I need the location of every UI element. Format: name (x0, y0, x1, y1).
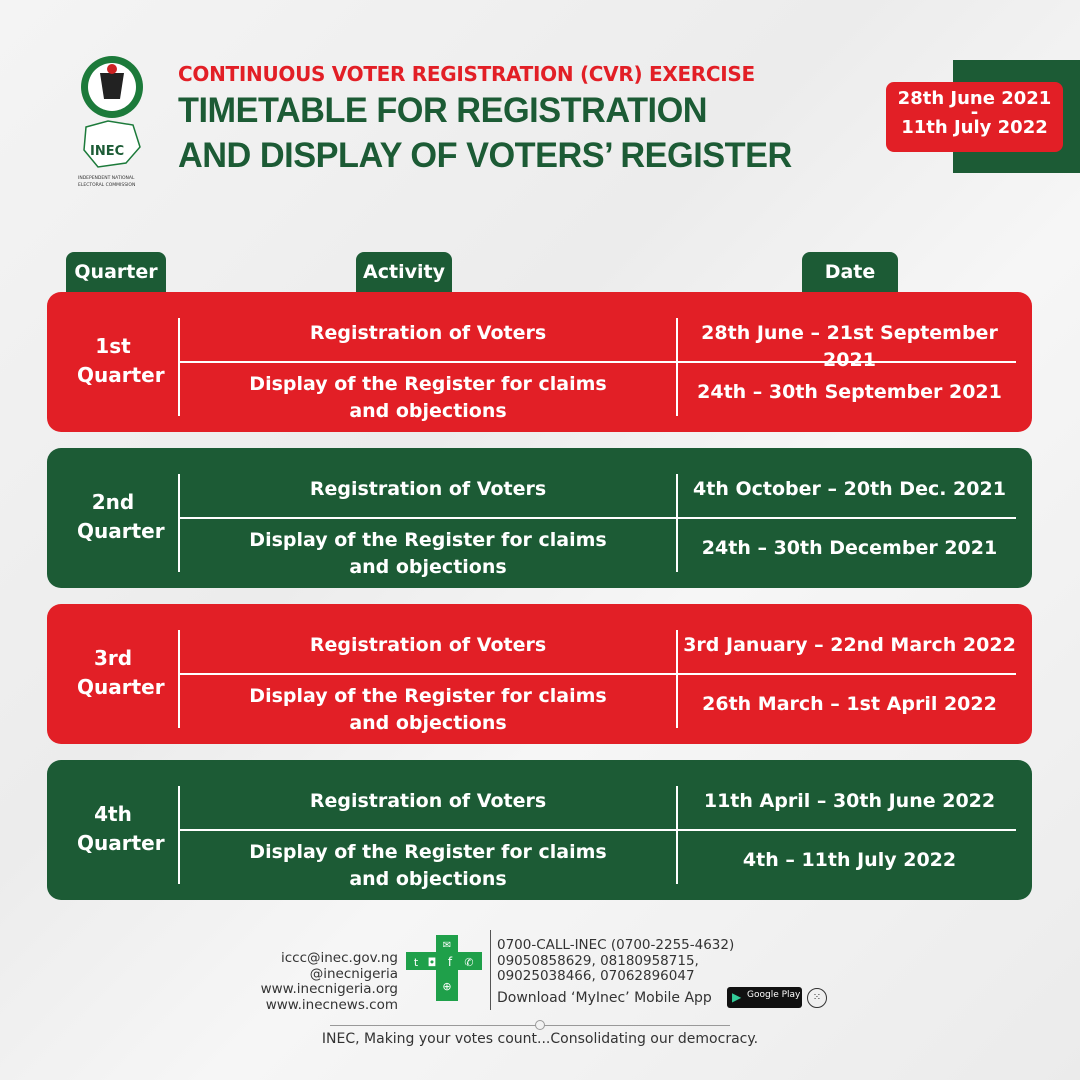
quarter-label: 2nd Quarter (77, 490, 165, 543)
date-cell: 11th April – 30th June 2022 (703, 790, 996, 812)
blackberry-icon[interactable]: ⁙ (807, 988, 827, 1008)
date-cell: 4th – 11th July 2022 (742, 849, 957, 871)
activity-cell: Display of the Register for claims and o… (249, 529, 607, 578)
column-header-date: Date (802, 252, 898, 292)
divider (179, 517, 1016, 519)
svg-text:◘: ◘ (428, 956, 437, 969)
svg-text:✉: ✉ (443, 940, 451, 951)
contact-cross-icon: ✉ t ◘ f ✆ ⊕ (406, 935, 482, 1005)
quarter-block: 4th Quarter Registration of Voters Displ… (47, 760, 1032, 900)
activity-cell: Registration of Voters (309, 478, 547, 500)
svg-text:⊕: ⊕ (442, 980, 451, 993)
download-app-text: Download ‘MyInec’ Mobile App (497, 990, 712, 1006)
inec-logo: INEC INDEPENDENT NATIONAL ELECTORAL COMM… (78, 55, 148, 205)
svg-text:INDEPENDENT NATIONAL: INDEPENDENT NATIONAL (78, 175, 135, 181)
date-cell: 24th – 30th September 2021 (697, 381, 1002, 403)
divider (178, 318, 180, 416)
title-line-1: TIMETABLE FOR REGISTRATION (178, 91, 708, 130)
period-start: 28th June 2021 (897, 88, 1052, 109)
contact-left: iccc@inec.gov.ng @inecnigeria www.inecni… (260, 950, 398, 1013)
svg-text:INEC: INEC (90, 144, 124, 159)
divider (676, 786, 678, 884)
news-website-link[interactable]: www.inecnews.com (265, 996, 398, 1013)
social-handle: @inecnigeria (309, 965, 398, 982)
divider (179, 829, 1016, 831)
column-header-activity: Activity (356, 252, 452, 292)
date-cell: 26th March – 1st April 2022 (702, 693, 997, 715)
date-cell: 3rd January – 22nd March 2022 (683, 634, 1016, 656)
website-link[interactable]: www.inecnigeria.org (260, 981, 398, 997)
email[interactable]: iccc@inec.gov.ng (280, 950, 398, 966)
phone-main: 0700-CALL-INEC (0700-2255-4632) (497, 937, 735, 953)
column-header-quarter: Quarter (66, 252, 166, 292)
activity-cell: Registration of Voters (309, 790, 547, 812)
divider (490, 930, 491, 1010)
svg-text:✆: ✆ (464, 956, 473, 969)
period-end: 11th July 2022 (901, 117, 1048, 138)
subtitle: CONTINUOUS VOTER REGISTRATION (CVR) EXER… (178, 62, 755, 86)
divider (179, 673, 1016, 675)
contact-right: 0700-CALL-INEC (0700-2255-4632) 09050858… (497, 937, 735, 985)
divider (676, 318, 678, 416)
phones-2: 09025038466, 07062896047 (497, 968, 695, 984)
phones-1: 09050858629, 08180958715, (497, 952, 699, 969)
activity-cell: Display of the Register for claims and o… (249, 841, 607, 890)
divider (178, 474, 180, 572)
google-play-button[interactable]: ▶ Google Play (727, 987, 802, 1008)
svg-text:t: t (414, 956, 419, 969)
activity-cell: Display of the Register for claims and o… (249, 373, 607, 422)
quarter-block: 3rd Quarter Registration of Voters Displ… (47, 604, 1032, 744)
activity-cell: Display of the Register for claims and o… (249, 685, 607, 734)
divider (178, 630, 180, 728)
svg-text:f: f (448, 955, 453, 969)
quarter-label: 4th Quarter (77, 802, 165, 855)
page-title: TIMETABLE FOR REGISTRATION AND DISPLAY O… (178, 88, 792, 178)
date-cell: 24th – 30th December 2021 (701, 537, 998, 559)
title-line-2: AND DISPLAY OF VOTERS’ REGISTER (178, 136, 792, 175)
activity-cell: Registration of Voters (309, 322, 547, 344)
quarter-block: 2nd Quarter Registration of Voters Displ… (47, 448, 1032, 588)
divider (178, 786, 180, 884)
period-badge: 28th June 2021 - 11th July 2022 (886, 82, 1063, 152)
quarter-label: 3rd Quarter (77, 646, 165, 699)
period-separator: - (970, 102, 979, 123)
divider (676, 630, 678, 728)
google-play-label: Google Play (747, 990, 801, 1000)
play-icon: ▶ (732, 990, 742, 1004)
divider (676, 474, 678, 572)
footer-rule (330, 1025, 730, 1026)
activity-cell: Registration of Voters (309, 634, 547, 656)
date-cell: 4th October – 20th Dec. 2021 (693, 478, 1006, 500)
date-cell: 28th June – 21st September 2021 (701, 322, 998, 371)
quarter-block: 1st Quarter Registration of Voters Displ… (47, 292, 1032, 432)
footer-rule-circle-icon (535, 1020, 545, 1030)
divider (179, 361, 1016, 363)
tagline: INEC, Making your votes count...Consolid… (321, 1031, 759, 1047)
svg-text:ELECTORAL COMMISSION: ELECTORAL COMMISSION (78, 182, 135, 188)
quarter-label: 1st Quarter (77, 334, 165, 387)
